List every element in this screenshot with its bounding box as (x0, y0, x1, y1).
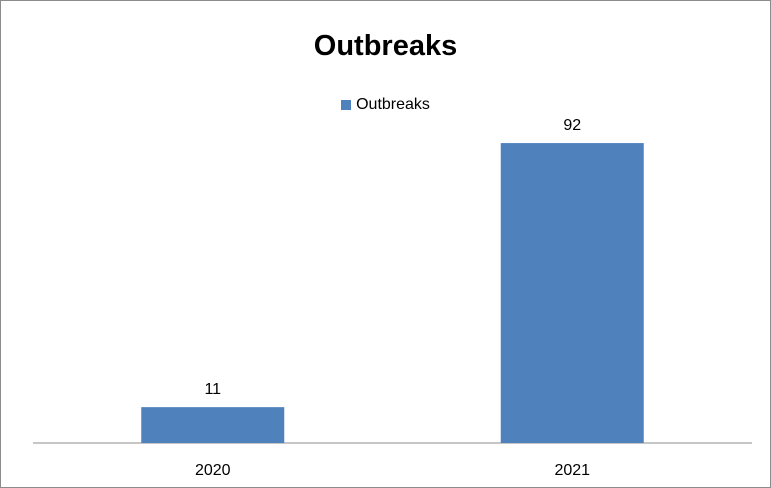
data-label-2021: 92 (563, 117, 581, 134)
x-tick-label-2020: 2020 (195, 462, 231, 479)
legend-swatch (341, 100, 352, 110)
legend: Outbreaks (0, 96, 771, 114)
data-label-2020: 11 (204, 381, 221, 398)
bar-2020 (141, 407, 285, 443)
chart-title: Outbreaks (313, 30, 458, 62)
bar-2021 (500, 143, 644, 443)
legend-label: Outbreaks (356, 96, 430, 113)
x-tick-label-2021: 2021 (554, 462, 590, 479)
